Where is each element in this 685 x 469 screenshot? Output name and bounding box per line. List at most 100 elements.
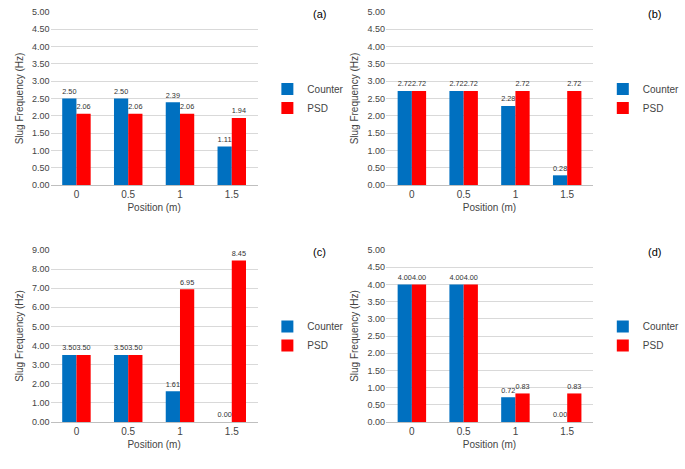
svg-text:5.00: 5.00: [32, 7, 50, 17]
svg-text:1.94: 1.94: [232, 106, 246, 115]
svg-text:1.00: 1.00: [32, 146, 50, 156]
svg-text:8.45: 8.45: [232, 249, 246, 258]
svg-text:Counter: Counter: [307, 321, 343, 332]
svg-text:Slug Frequency (Hz): Slug Frequency (Hz): [14, 290, 25, 382]
svg-text:0.5: 0.5: [121, 426, 135, 437]
svg-text:2.06: 2.06: [128, 102, 142, 111]
svg-text:Slug Frequency (Hz): Slug Frequency (Hz): [349, 53, 360, 145]
svg-text:0.00: 0.00: [553, 410, 567, 419]
svg-text:6.00: 6.00: [32, 302, 50, 312]
svg-text:Position (m): Position (m): [127, 439, 180, 450]
svg-text:4.50: 4.50: [32, 24, 50, 34]
svg-text:1.5: 1.5: [225, 189, 239, 200]
svg-text:2.39: 2.39: [166, 91, 180, 100]
svg-text:4.00: 4.00: [412, 273, 426, 282]
svg-text:Counter: Counter: [643, 321, 679, 332]
svg-text:0.50: 0.50: [32, 163, 50, 173]
svg-text:4.00: 4.00: [367, 280, 385, 290]
svg-text:1.5: 1.5: [560, 189, 574, 200]
svg-text:4.50: 4.50: [367, 262, 385, 272]
svg-text:(d): (d): [648, 246, 661, 258]
svg-text:3.00: 3.00: [367, 314, 385, 324]
svg-text:(a): (a): [313, 8, 326, 20]
svg-text:0: 0: [74, 426, 80, 437]
svg-text:0.50: 0.50: [367, 400, 385, 410]
svg-text:1.5: 1.5: [225, 426, 239, 437]
svg-text:0: 0: [409, 189, 415, 200]
svg-text:1.5: 1.5: [560, 426, 574, 437]
svg-text:3.50: 3.50: [32, 59, 50, 69]
svg-text:3.00: 3.00: [32, 360, 50, 370]
svg-text:0.00: 0.00: [218, 410, 232, 419]
svg-text:1.00: 1.00: [367, 383, 385, 393]
svg-text:4.00: 4.00: [398, 273, 412, 282]
svg-text:Counter: Counter: [307, 84, 343, 95]
svg-text:7.00: 7.00: [32, 283, 50, 293]
svg-text:3.50: 3.50: [76, 343, 90, 352]
svg-text:PSD: PSD: [307, 340, 328, 351]
svg-text:Position (m): Position (m): [127, 202, 180, 213]
svg-text:2.28: 2.28: [501, 94, 515, 103]
svg-text:2.50: 2.50: [32, 94, 50, 104]
svg-text:2.06: 2.06: [76, 102, 90, 111]
svg-text:1: 1: [177, 189, 183, 200]
svg-text:9.00: 9.00: [32, 245, 50, 255]
svg-text:PSD: PSD: [643, 340, 664, 351]
svg-text:0.5: 0.5: [457, 189, 471, 200]
svg-text:4.50: 4.50: [367, 24, 385, 34]
svg-text:0.50: 0.50: [367, 163, 385, 173]
svg-text:0.00: 0.00: [367, 417, 385, 427]
svg-text:2.50: 2.50: [62, 87, 76, 96]
svg-text:4.00: 4.00: [32, 341, 50, 351]
svg-text:1: 1: [513, 426, 519, 437]
svg-text:Position (m): Position (m): [463, 439, 516, 450]
svg-text:0.72: 0.72: [501, 386, 515, 395]
svg-text:2.50: 2.50: [367, 94, 385, 104]
svg-text:2.50: 2.50: [114, 87, 128, 96]
svg-text:0.5: 0.5: [121, 189, 135, 200]
svg-text:4.00: 4.00: [464, 273, 478, 282]
svg-text:Counter: Counter: [643, 84, 679, 95]
svg-text:4.00: 4.00: [367, 42, 385, 52]
svg-text:0.28: 0.28: [553, 164, 567, 173]
svg-text:3.50: 3.50: [114, 343, 128, 352]
svg-text:2.06: 2.06: [180, 102, 194, 111]
svg-text:3.50: 3.50: [367, 59, 385, 69]
svg-text:2.72: 2.72: [515, 79, 529, 88]
svg-text:1: 1: [177, 426, 183, 437]
svg-text:0.5: 0.5: [457, 426, 471, 437]
svg-text:1.11: 1.11: [218, 135, 232, 144]
svg-text:2.00: 2.00: [367, 348, 385, 358]
svg-text:1.00: 1.00: [367, 146, 385, 156]
svg-text:0: 0: [409, 426, 415, 437]
svg-text:PSD: PSD: [307, 103, 328, 114]
svg-text:2.72: 2.72: [449, 79, 463, 88]
svg-text:6.95: 6.95: [180, 278, 194, 287]
svg-text:1.50: 1.50: [367, 128, 385, 138]
svg-text:1.50: 1.50: [32, 128, 50, 138]
svg-text:0.83: 0.83: [515, 382, 529, 391]
svg-text:2.50: 2.50: [367, 331, 385, 341]
svg-text:5.00: 5.00: [367, 7, 385, 17]
svg-text:3.00: 3.00: [367, 76, 385, 86]
svg-text:0.83: 0.83: [567, 382, 581, 391]
svg-text:4.00: 4.00: [449, 273, 463, 282]
svg-text:3.50: 3.50: [62, 343, 76, 352]
svg-text:1: 1: [513, 189, 519, 200]
svg-text:1.00: 1.00: [32, 398, 50, 408]
svg-text:0: 0: [74, 189, 80, 200]
svg-text:(b): (b): [648, 8, 661, 20]
svg-text:3.50: 3.50: [128, 343, 142, 352]
svg-text:2.00: 2.00: [32, 379, 50, 389]
svg-text:0.00: 0.00: [32, 417, 50, 427]
svg-text:2.00: 2.00: [367, 111, 385, 121]
svg-text:Slug Frequency (Hz): Slug Frequency (Hz): [349, 290, 360, 382]
svg-text:PSD: PSD: [643, 103, 664, 114]
svg-text:2.72: 2.72: [567, 79, 581, 88]
svg-text:Position (m): Position (m): [463, 202, 516, 213]
svg-text:2.00: 2.00: [32, 111, 50, 121]
svg-text:2.72: 2.72: [412, 79, 426, 88]
svg-text:Slug Frequency (Hz): Slug Frequency (Hz): [14, 53, 25, 145]
svg-text:4.00: 4.00: [32, 42, 50, 52]
svg-text:8.00: 8.00: [32, 264, 50, 274]
